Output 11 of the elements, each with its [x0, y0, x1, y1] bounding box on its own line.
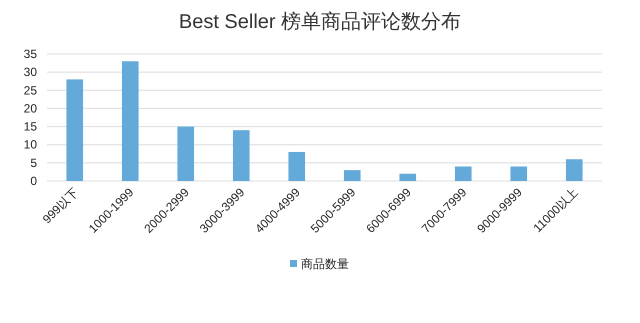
ytick: 10 [24, 138, 37, 152]
ytick: 15 [24, 120, 37, 134]
ytick: 30 [24, 65, 37, 80]
ytick: 0 [30, 174, 37, 188]
legend: 商品数量 [301, 257, 349, 271]
title: Best Seller 榜单商品评论数分布 [178, 11, 462, 33]
ytick: 35 [24, 47, 37, 61]
ytick: 20 [24, 101, 37, 116]
ytick: 5 [30, 156, 37, 170]
ytick: 25 [24, 83, 37, 98]
xtick: 999以下 [40, 185, 81, 226]
